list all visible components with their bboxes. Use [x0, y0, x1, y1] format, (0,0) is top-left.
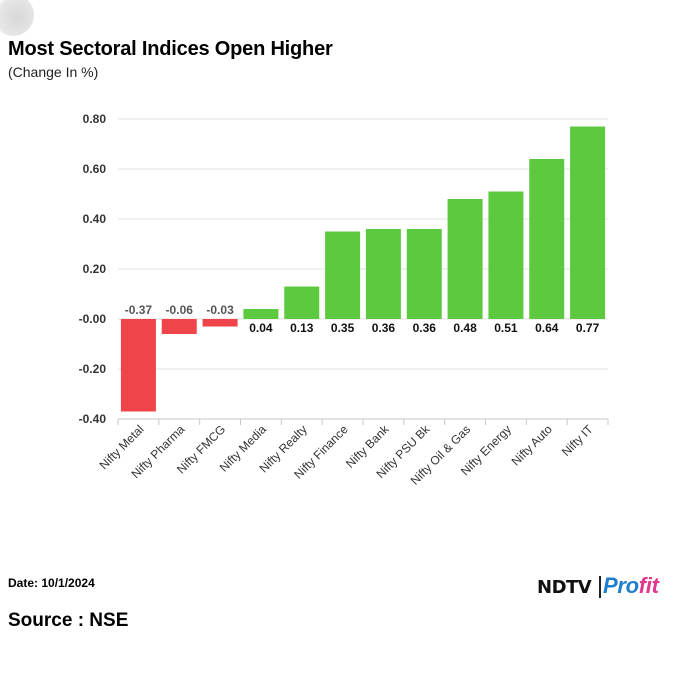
- y-tick-label: -0.20: [79, 362, 107, 376]
- data-label: 0.48: [453, 321, 477, 335]
- ndtv-profit-logo: NDTV Profit: [537, 573, 672, 600]
- bar: [120, 319, 156, 412]
- bar: [243, 309, 279, 319]
- chart-subtitle: (Change In %): [8, 64, 99, 80]
- x-category-label: Nifty IT: [559, 422, 596, 459]
- bar-chart: 0.80 0.60 0.40 0.20 -0.00 -0.20 -0.40 -0.37 Nift…: [79, 112, 609, 488]
- x-category-label: Nifty Auto: [509, 422, 555, 468]
- bar: [284, 286, 320, 319]
- logo-profit-text: Profit: [603, 573, 659, 598]
- data-label: 0.51: [494, 321, 518, 335]
- data-label: 0.64: [535, 321, 559, 335]
- y-tick-label: 0.20: [83, 262, 107, 276]
- y-tick-label: -0.00: [79, 312, 107, 326]
- y-tick-label: 0.40: [83, 212, 107, 226]
- bar: [447, 199, 483, 319]
- data-label: 0.04: [249, 321, 273, 335]
- data-label: 0.35: [331, 321, 355, 335]
- bar: [570, 126, 606, 319]
- logo-ndtv-text: NDTV: [537, 577, 592, 598]
- bar: [202, 319, 238, 327]
- y-tick-label: 0.60: [83, 162, 107, 176]
- chart-title: Most Sectoral Indices Open Higher: [8, 38, 333, 60]
- data-label: 0.36: [413, 321, 437, 335]
- bar: [365, 229, 401, 319]
- source-text: Source : NSE: [8, 610, 129, 631]
- data-label: 0.77: [576, 321, 600, 335]
- y-tick-label: 0.80: [83, 112, 107, 126]
- bar: [488, 191, 524, 319]
- date-value: 10/1/2024: [41, 576, 95, 590]
- y-tick-label: -0.40: [79, 412, 107, 426]
- bar: [529, 159, 565, 319]
- logo-divider: [599, 576, 601, 598]
- bar: [161, 319, 197, 334]
- date-label: Date:: [8, 576, 39, 590]
- bar: [325, 231, 361, 319]
- data-label: -0.37: [125, 303, 153, 317]
- date-line: Date: 10/1/2024: [8, 576, 95, 590]
- data-label: -0.06: [166, 303, 194, 317]
- data-label: 0.36: [372, 321, 396, 335]
- data-label: -0.03: [206, 303, 234, 317]
- bar: [406, 229, 442, 319]
- data-label: 0.13: [290, 321, 314, 335]
